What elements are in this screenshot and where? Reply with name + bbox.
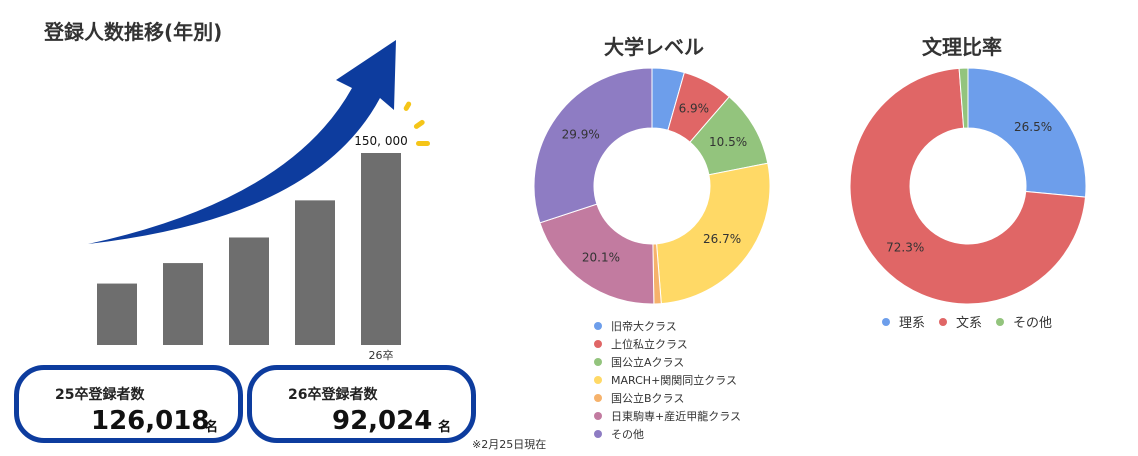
slice-label: 72.3% (886, 241, 924, 255)
legend-dot-icon (939, 317, 948, 326)
stat-unit: 名 (438, 420, 452, 435)
slice-label: 29.9% (562, 127, 600, 141)
university-level-donut: 6.9% 10.5% 26.7% 20.1% 29.9% (533, 67, 771, 305)
bar (361, 153, 401, 345)
slice-label: 6.9% (679, 102, 710, 116)
legend-label: 国公立Bクラス (611, 392, 685, 405)
donut-slice (967, 67, 1087, 198)
stat-label: 25卒登録者数 (55, 387, 145, 403)
registration-bar-chart: 150, 000 26卒 (88, 40, 430, 362)
legend-item: 上位私立クラス (594, 336, 688, 352)
legend-item: 文系 (939, 312, 982, 331)
university-level-title: 大学レベル (604, 35, 704, 59)
legend-label: その他 (611, 428, 644, 441)
legend-label: 理系 (899, 316, 926, 331)
registration-title: 登録人数推移(年別) (44, 20, 223, 44)
legend-dot-icon (594, 358, 602, 366)
legend-label: 旧帝大クラス (611, 320, 677, 333)
legend-label: その他 (1013, 316, 1053, 331)
legend-item: その他 (996, 312, 1052, 331)
legend-item: その他 (594, 426, 644, 442)
slice-label: 10.5% (709, 135, 747, 149)
slice-label: 26.5% (1014, 120, 1052, 134)
donut-slice (849, 67, 1087, 305)
donut-slice (958, 67, 969, 129)
stat-card-26: 26卒登録者数 92,024 名 (247, 365, 476, 443)
legend-item: 旧帝大クラス (594, 318, 677, 334)
sparkle-icon (403, 101, 430, 146)
slice-label: 20.1% (582, 251, 620, 265)
slice-label: 26.7% (703, 232, 741, 246)
legend-label: 上位私立クラス (611, 338, 688, 351)
legend-item: MARCH+関関同立クラス (594, 372, 737, 388)
donut-slice (656, 162, 771, 305)
ratio-donut: 26.5% 72.3% (849, 67, 1087, 305)
date-note: ※2月25日現在 (472, 438, 547, 451)
legend-dot-icon (594, 322, 602, 330)
legend-dot-icon (594, 430, 602, 438)
legend-label: MARCH+関関同立クラス (611, 374, 738, 387)
legend-dot-icon (594, 376, 602, 384)
stat-unit: 名 (205, 420, 219, 435)
legend-item: 国公立Bクラス (594, 390, 684, 406)
stat-value: 92,024 (332, 406, 433, 436)
legend-item: 日東駒専+産近甲龍クラス (594, 408, 741, 424)
bar-tick-label: 26卒 (369, 348, 394, 362)
legend-dot-icon (996, 317, 1005, 326)
legend-label: 文系 (956, 316, 983, 331)
stat-card-25: 25卒登録者数 126,018 名 (14, 365, 243, 443)
legend-label: 日東駒専+産近甲龍クラス (611, 410, 741, 423)
stat-label: 26卒登録者数 (288, 387, 378, 403)
legend-dot-icon (882, 317, 890, 326)
stat-value: 126,018 (91, 406, 210, 436)
legend-item: 理系 (882, 312, 925, 331)
legend-dot-icon (594, 412, 602, 420)
bar (229, 237, 269, 345)
legend-dot-icon (594, 394, 602, 402)
bar-value-label: 150, 000 (354, 134, 407, 148)
bar (295, 200, 335, 345)
growth-arrow-icon (88, 40, 396, 244)
ratio-title: 文理比率 (922, 35, 1002, 59)
donut-slice (533, 67, 653, 224)
legend-label: 国公立Aクラス (611, 356, 685, 369)
legend-dot-icon (594, 340, 602, 348)
bar (163, 263, 203, 345)
bar (97, 283, 137, 345)
donut-slice (539, 203, 655, 305)
legend-item: 国公立Aクラス (594, 354, 684, 370)
ratio-legend: 理系 文系 その他 (882, 312, 1066, 331)
